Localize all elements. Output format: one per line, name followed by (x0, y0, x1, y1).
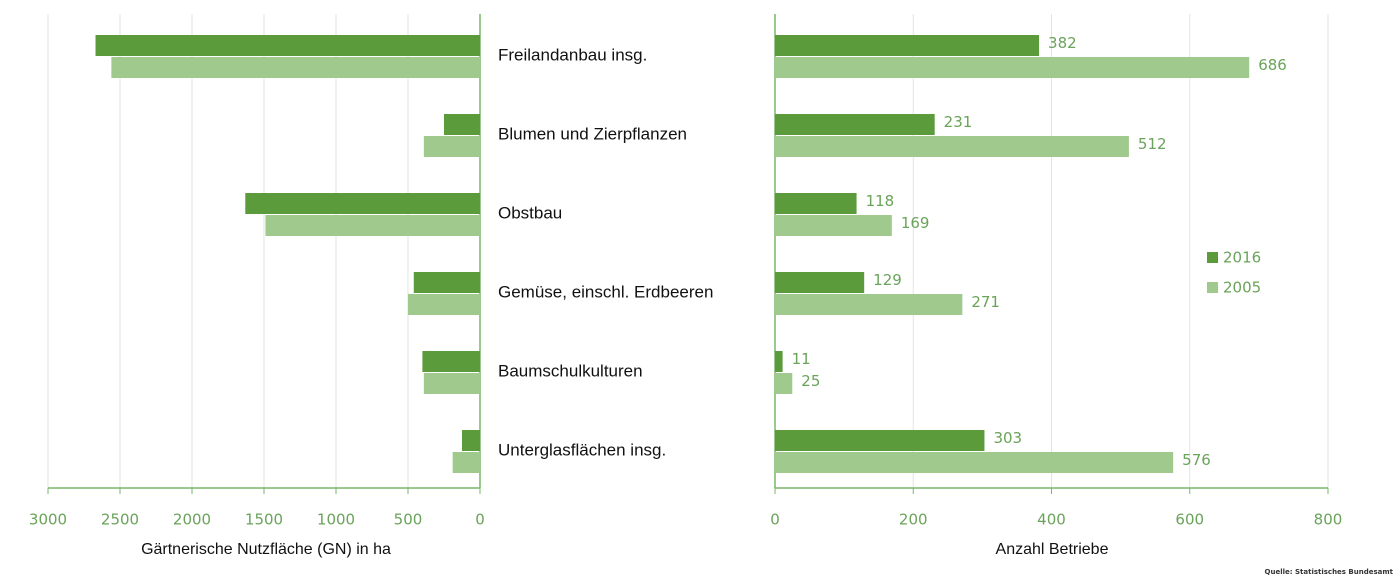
bar (452, 452, 480, 473)
x-tick-label: 2500 (101, 511, 139, 529)
source: Quelle: Statistisches Bundesamt (1265, 568, 1394, 576)
value-label: 25 (801, 372, 820, 390)
bar (775, 114, 935, 135)
bar (775, 215, 892, 236)
category-label: Blumen und Zierpflanzen (498, 124, 687, 143)
bar (444, 114, 480, 135)
value-label: 118 (866, 192, 895, 210)
x-tick-label: 0 (770, 511, 780, 529)
x-tick-label: 2000 (173, 511, 211, 529)
bar (95, 35, 481, 56)
value-label: 512 (1138, 135, 1167, 153)
category-label: Gemüse, einschl. Erdbeeren (498, 282, 713, 301)
bar (775, 373, 793, 394)
value-label: 686 (1258, 56, 1287, 74)
x-tick-label: 400 (1037, 511, 1066, 529)
legend-label: 2005 (1223, 279, 1261, 297)
x-axis-label: Gärtnerische Nutzfläche (GN) in ha (141, 541, 391, 558)
bar (462, 430, 480, 451)
value-label: 576 (1182, 451, 1211, 469)
value-label: 382 (1048, 34, 1077, 52)
category-label: Baumschulkulturen (498, 361, 643, 380)
category-label: Unterglasflächen insg. (498, 440, 666, 459)
bar (775, 294, 963, 315)
legend-swatch (1207, 282, 1218, 293)
x-tick-label: 0 (475, 511, 485, 529)
bar (775, 351, 783, 372)
bar (775, 193, 857, 214)
category-label: Obstbau (498, 203, 562, 222)
value-label: 11 (792, 350, 811, 368)
category-label: Freilandanbau insg. (498, 45, 647, 64)
x-tick-label: 600 (1175, 511, 1204, 529)
x-tick-label: 500 (394, 511, 423, 529)
value-label: 129 (873, 271, 902, 289)
value-label: 169 (901, 214, 930, 232)
bar (775, 136, 1129, 157)
bar (265, 215, 480, 236)
x-axis-label: Anzahl Betriebe (996, 541, 1109, 558)
bar (408, 294, 480, 315)
bar (413, 272, 480, 293)
x-tick-label: 1500 (245, 511, 283, 529)
value-label: 303 (993, 429, 1022, 447)
bar (775, 430, 985, 451)
bar (245, 193, 480, 214)
bar (775, 57, 1250, 78)
bar (423, 136, 480, 157)
value-label: 231 (944, 113, 973, 131)
x-tick-label: 800 (1314, 511, 1343, 529)
x-tick-label: 1000 (317, 511, 355, 529)
bar (422, 351, 480, 372)
bar (111, 57, 481, 78)
bar (775, 35, 1040, 56)
bar (423, 373, 480, 394)
legend-label: 2016 (1223, 249, 1261, 267)
bar (775, 452, 1174, 473)
bar (775, 272, 865, 293)
x-tick-label: 200 (899, 511, 928, 529)
legend-swatch (1207, 252, 1218, 263)
x-tick-label: 3000 (29, 511, 67, 529)
value-label: 271 (971, 293, 1000, 311)
